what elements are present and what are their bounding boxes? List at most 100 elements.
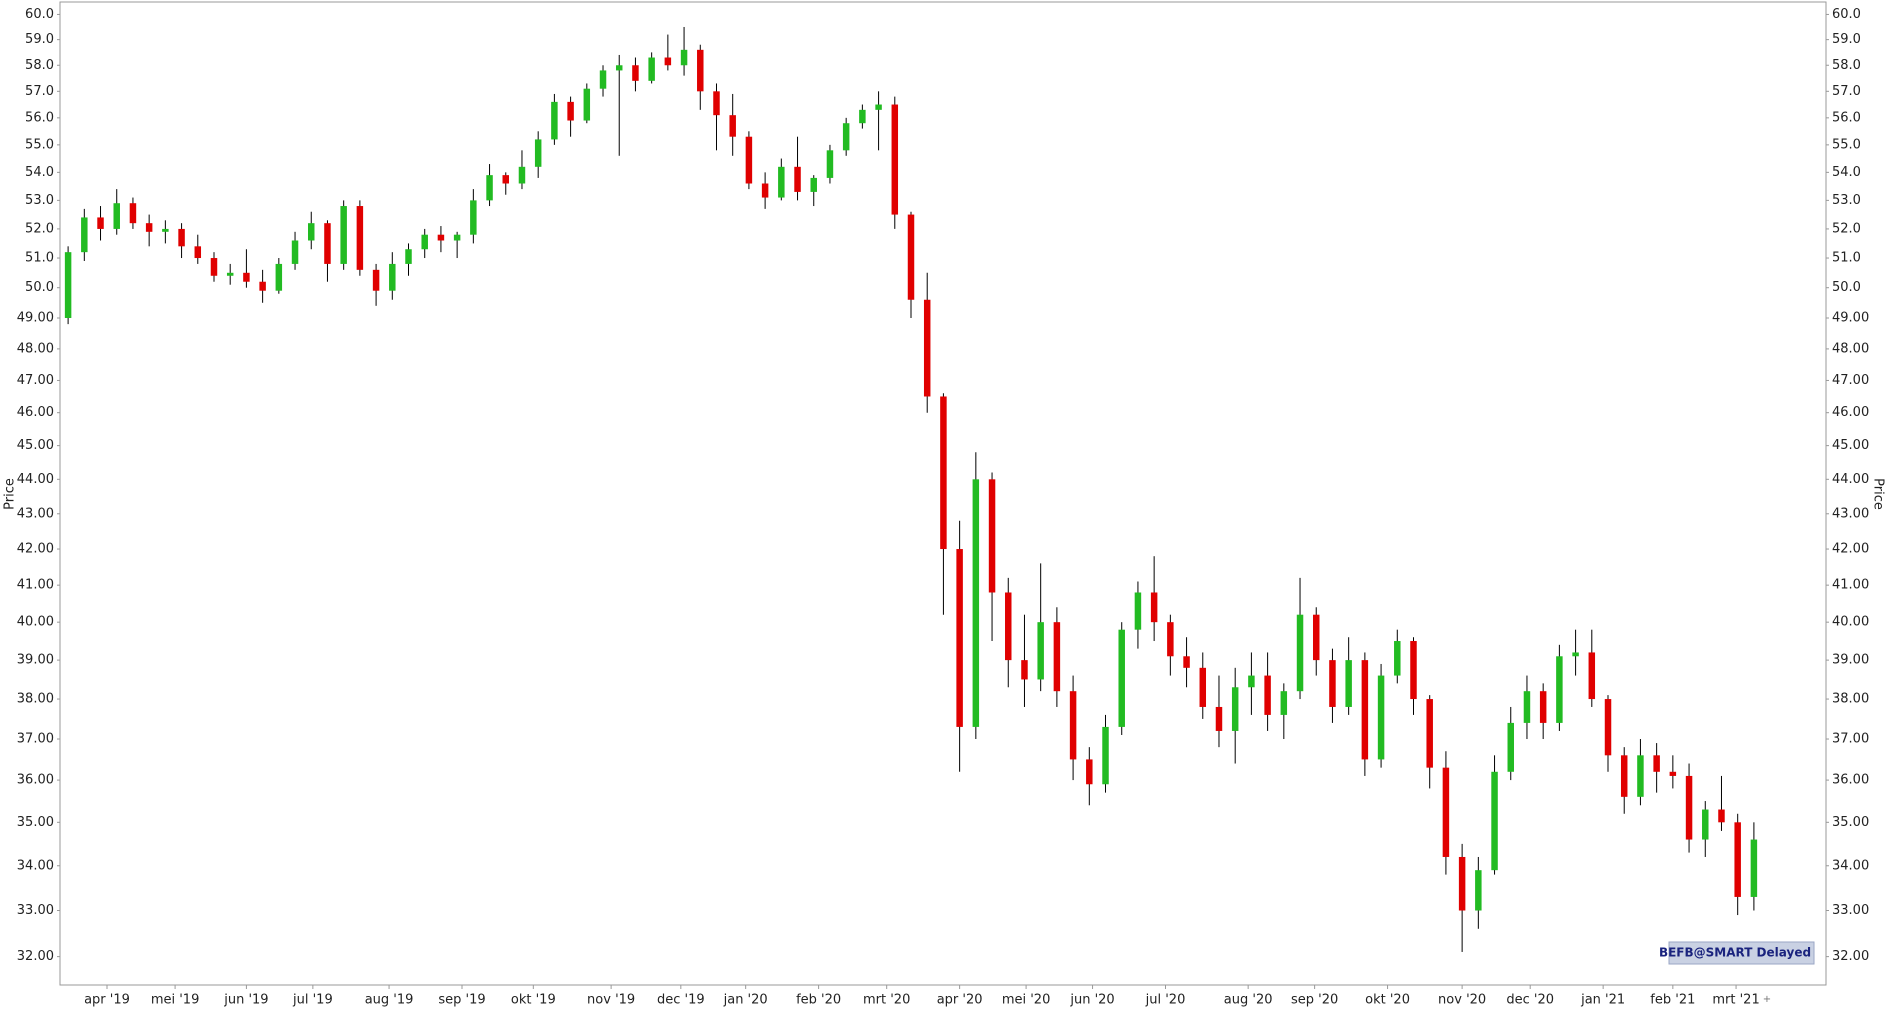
- candle-body: [1669, 771, 1677, 776]
- candle-body: [1653, 755, 1660, 772]
- x-tick-label: okt '20: [1365, 993, 1410, 1008]
- candle-body: [891, 104, 899, 215]
- x-tick-label: feb '20: [796, 993, 841, 1008]
- candle-body: [1491, 771, 1498, 871]
- candle-body: [615, 65, 623, 71]
- candle-body: [1005, 592, 1012, 661]
- candle-body: [1556, 656, 1563, 723]
- candle-body: [1069, 691, 1077, 760]
- y-tick-label: 58.0: [25, 58, 54, 73]
- y-tick-label-right: 51.0: [1832, 251, 1861, 266]
- y-tick-label-right: 55.0: [1832, 137, 1861, 152]
- y-tick-label-right: 46.00: [1832, 405, 1869, 420]
- y-tick-label: 32.00: [17, 949, 54, 964]
- candle-body: [1053, 622, 1061, 692]
- candle-body: [1394, 641, 1401, 676]
- y-tick-label: 36.00: [17, 773, 54, 788]
- candle-body: [226, 272, 234, 276]
- x-tick-label: okt '19: [511, 993, 556, 1008]
- candle-body: [437, 234, 445, 241]
- candle-body: [1426, 699, 1433, 768]
- x-tick-label: mei '19: [151, 993, 200, 1008]
- y-tick-label-right: 39.00: [1832, 653, 1869, 668]
- candle-body: [486, 175, 493, 201]
- y-tick-label-right: 42.00: [1832, 542, 1869, 557]
- y-tick-label: 49.00: [17, 310, 54, 325]
- candle-body: [1248, 675, 1255, 688]
- y-tick-label: 48.00: [17, 341, 54, 356]
- candle-body: [907, 214, 915, 300]
- candle-body: [1604, 699, 1612, 756]
- candle-body: [1361, 660, 1369, 760]
- y-axis-title: Price: [3, 478, 18, 510]
- candle-body: [470, 200, 477, 235]
- candle-body: [518, 166, 526, 184]
- candle-body: [1442, 767, 1450, 857]
- candle-body: [243, 272, 250, 282]
- candle-body: [826, 150, 834, 178]
- y-tick-label-right: 53.0: [1832, 193, 1861, 208]
- candle-body: [340, 206, 347, 264]
- candle-body: [405, 249, 412, 264]
- candle-body: [210, 258, 218, 276]
- y-tick-label-right: 50.0: [1832, 280, 1861, 295]
- candle-body: [632, 65, 639, 81]
- y-tick-label: 60.0: [25, 7, 54, 22]
- y-tick-label: 43.00: [17, 506, 54, 521]
- scroll-icon[interactable]: +: [1763, 994, 1771, 1005]
- y-tick-label: 41.00: [17, 578, 54, 593]
- candle-body: [1345, 660, 1352, 707]
- x-tick-label: mrt '20: [863, 993, 910, 1008]
- y-tick-label-right: 47.00: [1832, 373, 1869, 388]
- candle-body: [389, 263, 396, 291]
- candle-body: [1037, 622, 1044, 680]
- plot-frame: [59, 1, 1827, 986]
- y-tick-label-right: 34.00: [1832, 858, 1869, 873]
- candle-body: [567, 101, 574, 121]
- candle-body: [1588, 652, 1596, 700]
- x-tick-label: apr '20: [937, 993, 983, 1008]
- x-tick-label: aug '20: [1224, 993, 1273, 1008]
- candle-body: [923, 299, 931, 397]
- candle-body: [1312, 614, 1320, 661]
- x-tick-label: jun '20: [1069, 993, 1114, 1008]
- y-tick-label-right: 36.00: [1832, 773, 1869, 788]
- candle-body: [664, 57, 672, 66]
- y-tick-label-right: 52.0: [1832, 221, 1861, 236]
- y-tick-label-right: 60.0: [1832, 7, 1861, 22]
- candle-body: [1507, 722, 1514, 772]
- candle-body: [81, 217, 88, 253]
- candle-body: [1231, 687, 1239, 731]
- y-tick-label-right: 59.0: [1832, 32, 1861, 47]
- x-tick-label: mei '20: [1002, 993, 1051, 1008]
- candle-body: [1410, 641, 1417, 700]
- y-tick-label-right: 58.0: [1832, 58, 1861, 73]
- x-tick-label: jan '21: [1580, 993, 1625, 1008]
- candle-body: [194, 246, 202, 259]
- y-tick-label: 50.0: [25, 280, 54, 295]
- x-tick-label: nov '20: [1438, 993, 1486, 1008]
- x-tick-label: dec '19: [657, 993, 705, 1008]
- candle-body: [64, 252, 72, 318]
- candle-body: [778, 166, 785, 198]
- y-tick-label: 59.0: [25, 32, 54, 47]
- candle-body: [1264, 675, 1271, 715]
- candle-body: [453, 234, 461, 241]
- candle-body: [1685, 775, 1693, 840]
- x-tick-label: jul '20: [1145, 993, 1186, 1008]
- candle-body: [1296, 614, 1304, 692]
- candle-body: [291, 240, 299, 264]
- candle-body: [1329, 660, 1336, 707]
- y-tick-label: 42.00: [17, 542, 54, 557]
- y-tick-label-right: 57.0: [1832, 84, 1861, 99]
- candle-body: [324, 223, 331, 264]
- candle-body: [1086, 759, 1093, 785]
- candle-body: [599, 70, 607, 89]
- y-tick-label: 54.0: [25, 165, 54, 180]
- candle-body: [259, 281, 266, 291]
- candle-body: [810, 177, 817, 192]
- x-tick-label: dec '20: [1506, 993, 1554, 1008]
- y-tick-label: 37.00: [17, 732, 54, 747]
- candle-body: [1718, 809, 1725, 823]
